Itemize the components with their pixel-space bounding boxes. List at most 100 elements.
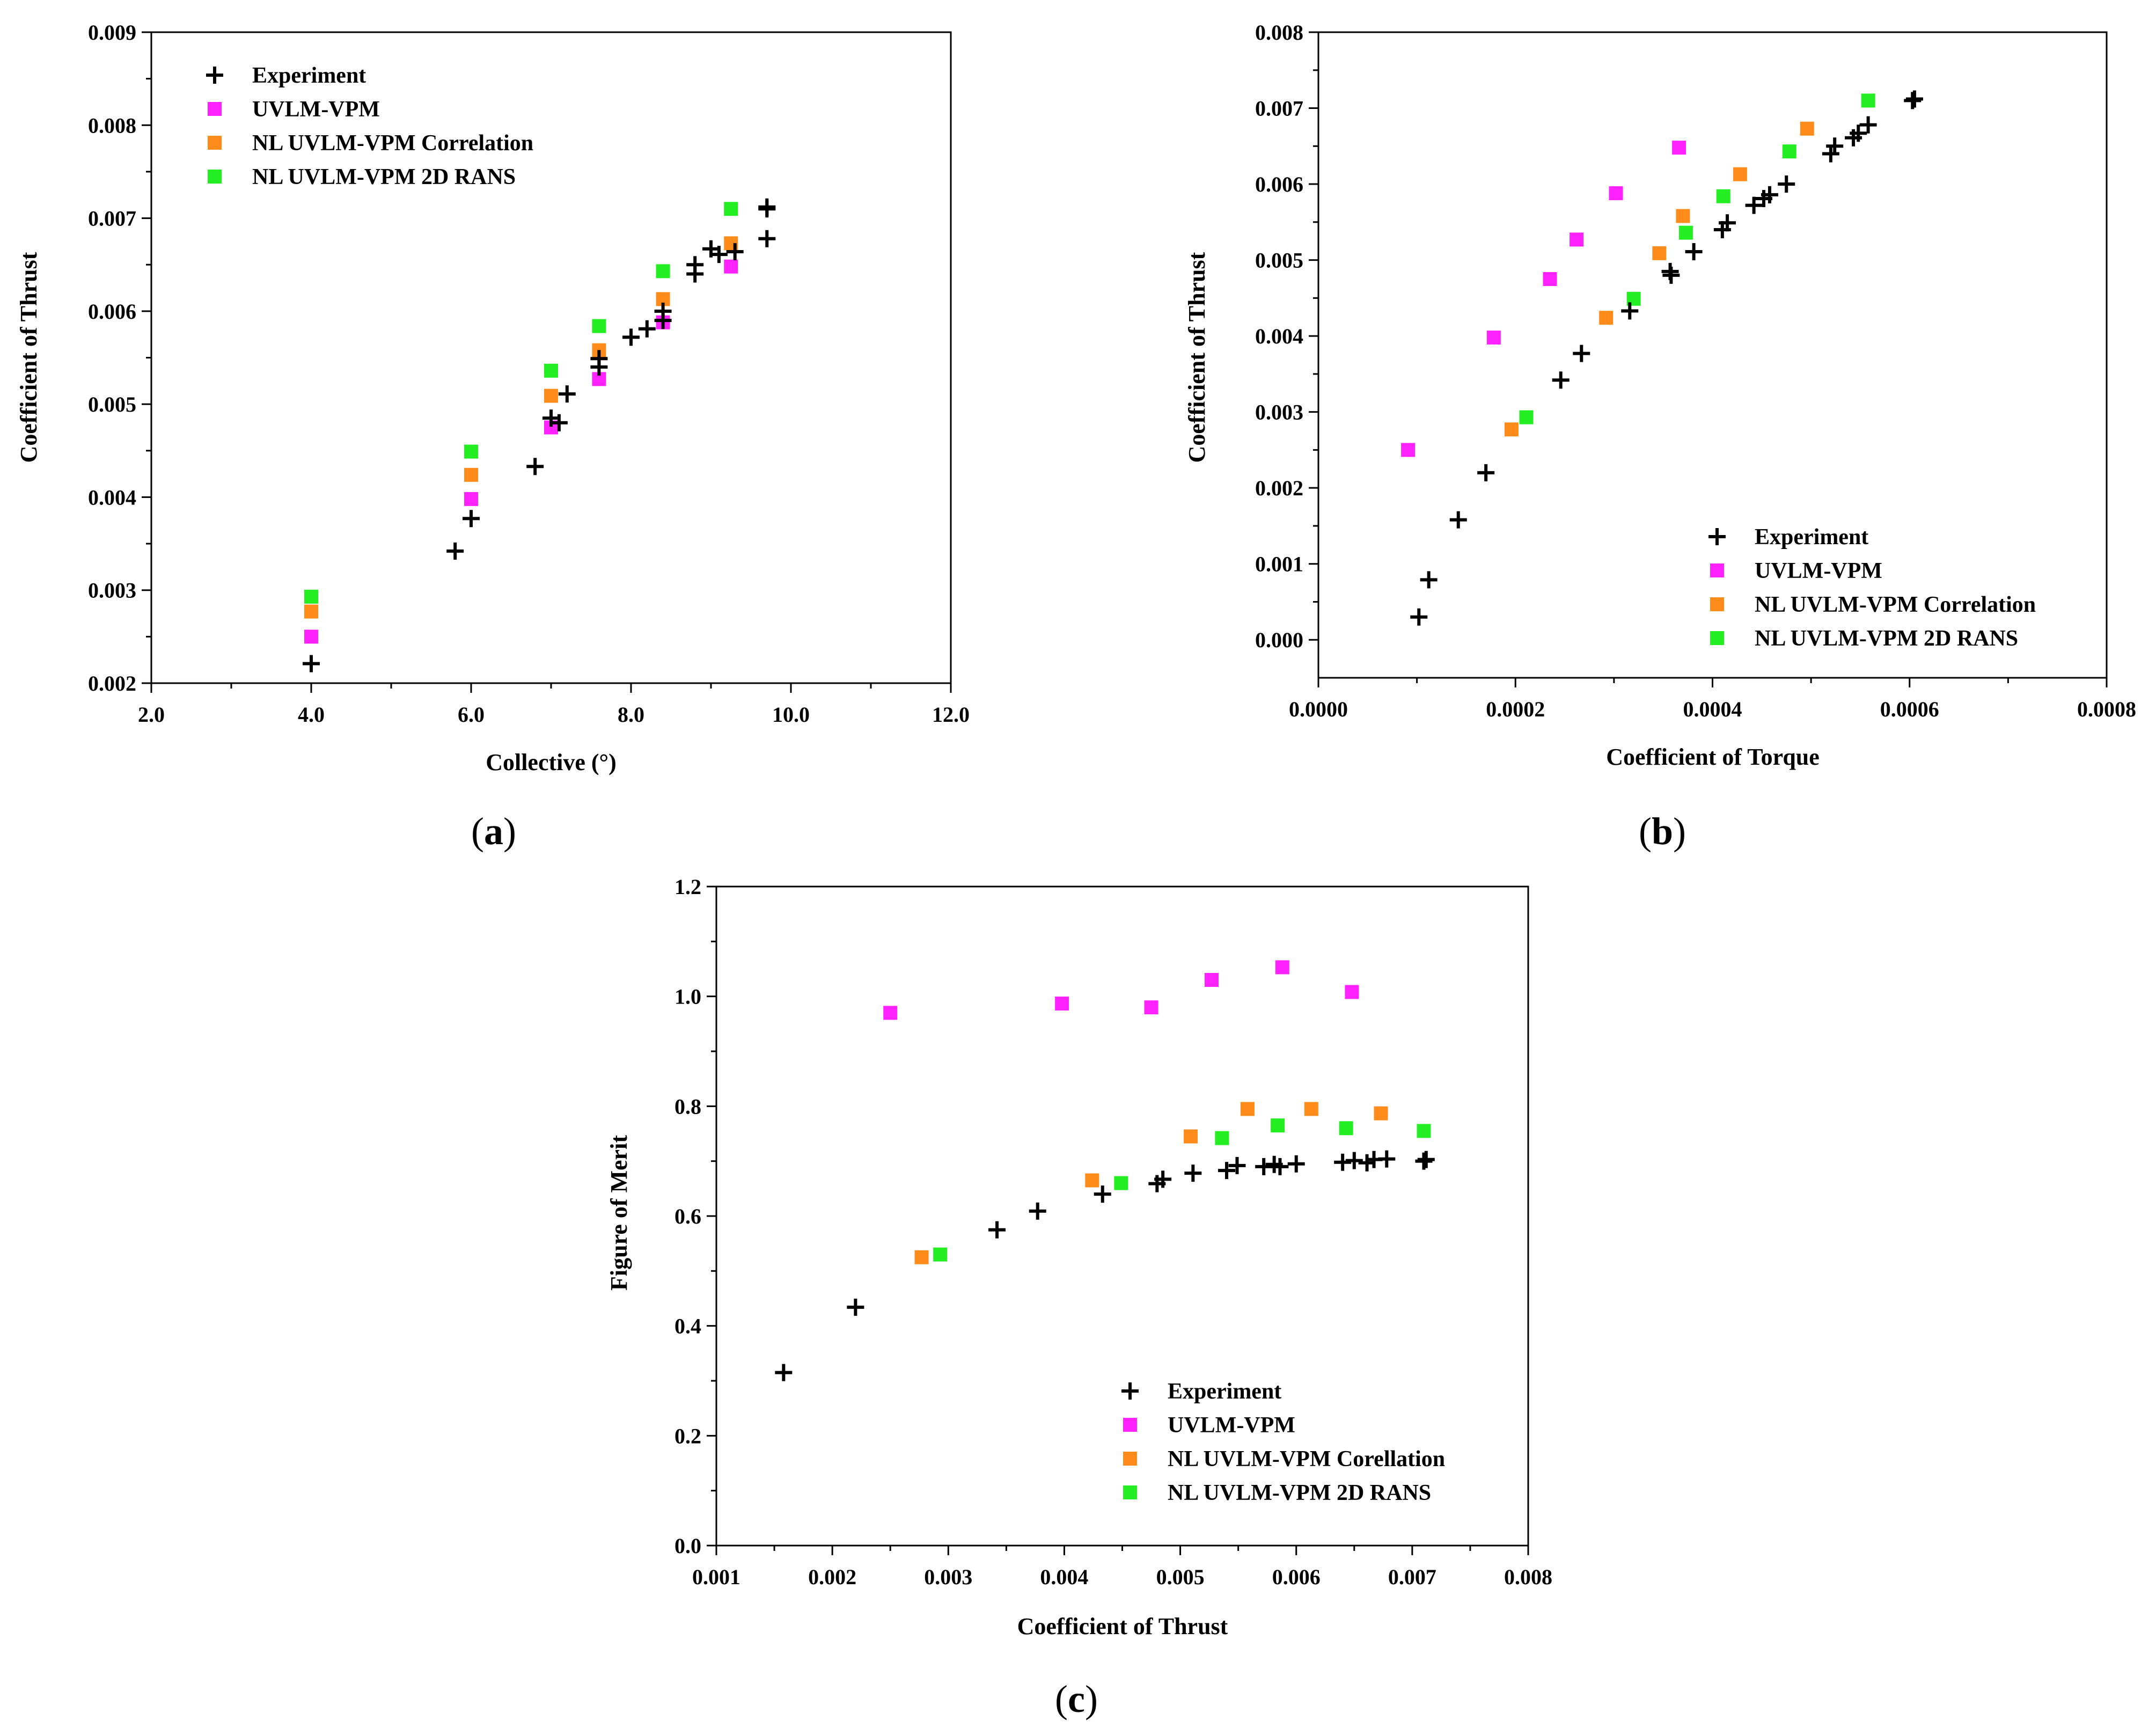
- legend-marker-correlation: [208, 136, 222, 150]
- legend-marker-rans: [208, 170, 222, 184]
- legend-marker-correlation: [1123, 1452, 1137, 1466]
- rans-point: [464, 444, 478, 459]
- experiment-point: [758, 198, 776, 216]
- x-tick-label: 0.004: [1040, 1565, 1088, 1589]
- uvlm-point: [1055, 996, 1069, 1011]
- experiment-point: [1905, 90, 1923, 108]
- uvlm-point: [1144, 1000, 1158, 1015]
- rans-point: [1716, 189, 1730, 203]
- rans-point: [1215, 1131, 1229, 1145]
- panel-caption-c: (c): [1055, 1678, 1098, 1721]
- experiment-point: [1410, 608, 1428, 626]
- y-tick-label: 0.008: [1255, 20, 1303, 45]
- legend-marker-uvlm: [1123, 1418, 1137, 1432]
- uvlm-point: [304, 629, 318, 644]
- uvlm-point: [883, 1006, 898, 1020]
- y-tick-label: 0.004: [88, 485, 136, 509]
- y-tick-label: 0.005: [88, 392, 136, 416]
- correlation-point: [1240, 1102, 1255, 1116]
- correlation-point: [1800, 121, 1814, 136]
- rans-point: [304, 589, 318, 604]
- y-tick-label: 0.2: [674, 1424, 701, 1448]
- x-axis-label-a: Collective (°): [486, 749, 617, 775]
- experiment-point: [1094, 1185, 1111, 1203]
- experiment-point: [1822, 145, 1839, 163]
- data-marks-c: [775, 960, 1435, 1381]
- rans-point: [544, 363, 558, 378]
- x-tick-label: 2.0: [138, 702, 165, 727]
- rans-point: [1417, 1124, 1431, 1138]
- x-tick-label: 6.0: [458, 702, 485, 727]
- rans-point: [592, 319, 606, 333]
- uvlm-point: [464, 492, 478, 506]
- y-tick-label: 0.007: [1255, 97, 1303, 121]
- y-tick-label: 0.007: [88, 207, 136, 231]
- legend-label: NL UVLM-VPM Correlation: [252, 131, 533, 156]
- x-tick-label: 0.001: [692, 1565, 740, 1589]
- legend-marker-rans: [1710, 631, 1724, 645]
- y-tick-label: 0.005: [1255, 248, 1303, 273]
- y-tick-label: 1.2: [674, 875, 701, 899]
- legend-label: UVLM-VPM: [1755, 559, 1882, 583]
- experiment-point: [1685, 243, 1703, 261]
- experiment-point: [1228, 1156, 1246, 1174]
- y-tick-label: 0.009: [88, 20, 136, 45]
- legend-marker-experiment: [1708, 528, 1726, 545]
- experiment-point: [758, 230, 776, 247]
- experiment-point: [590, 350, 608, 368]
- experiment-point: [1662, 266, 1680, 284]
- experiment-point: [1029, 1202, 1046, 1220]
- rans-point: [1114, 1176, 1128, 1190]
- legend-label: NL UVLM-VPM Corellation: [1168, 1447, 1445, 1472]
- experiment-point: [526, 458, 544, 475]
- correlation-point: [1504, 422, 1519, 437]
- data-marks-a: [303, 198, 776, 672]
- panel-caption-a: (a): [471, 810, 516, 853]
- x-axis-label-b: Coefficient of Torque: [1606, 744, 1820, 770]
- chart-panel-c: 0.001 0.002 0.003 0.004 0.005 0.006 0.007 0.008…: [606, 875, 1552, 1721]
- y-tick-label: 0.0: [674, 1534, 701, 1558]
- chart-panel-a: 2.0 4.0 6.0 8.0 10.0 12.0 0.002 0.003 0.004 0.005…: [16, 20, 970, 853]
- axis-ticks-c: 0.001 0.002 0.003 0.004 0.005 0.006 0.007 0.008…: [674, 875, 1552, 1589]
- legend-marker-uvlm: [1710, 563, 1724, 577]
- experiment-point: [1778, 175, 1795, 193]
- correlation-point: [544, 389, 558, 403]
- experiment-point: [1552, 371, 1570, 389]
- uvlm-point: [1570, 232, 1584, 247]
- x-tick-label: 0.006: [1272, 1565, 1321, 1589]
- experiment-point: [988, 1221, 1006, 1239]
- experiment-point: [1287, 1155, 1305, 1173]
- experiment-point: [1334, 1153, 1352, 1171]
- y-tick-label: 0.003: [88, 579, 136, 603]
- rans-point: [1678, 225, 1693, 240]
- correlation-point: [1599, 311, 1614, 325]
- uvlm-point: [724, 259, 738, 274]
- x-tick-label: 0.0000: [1289, 697, 1348, 721]
- rans-point: [1339, 1121, 1353, 1136]
- x-tick-label: 12.0: [932, 702, 970, 727]
- rans-point: [933, 1247, 948, 1262]
- legend-c: Experiment UVLM-VPM NL UVLM-VPM Corellatio…: [1121, 1379, 1445, 1505]
- experiment-point: [638, 320, 656, 338]
- legend-label: UVLM-VPM: [1168, 1413, 1295, 1438]
- y-axis-label-a: Coefficient of Thrust: [16, 252, 42, 463]
- legend-label: Experiment: [1168, 1379, 1281, 1404]
- correlation-point: [1676, 209, 1690, 223]
- legend-label: Experiment: [252, 63, 366, 88]
- y-tick-label: 0.004: [1255, 324, 1303, 348]
- x-tick-label: 0.007: [1388, 1565, 1436, 1589]
- x-tick-label: 0.0002: [1486, 697, 1545, 721]
- experiment-point: [1477, 464, 1495, 481]
- legend-label: NL UVLM-VPM 2D RANS: [1755, 626, 2018, 651]
- experiment-point: [1745, 196, 1763, 214]
- axis-ticks-b: 0.0000 0.0002 0.0004 0.0006 0.0008 0.000 0.001…: [1255, 20, 2136, 721]
- correlation-point: [304, 604, 318, 619]
- y-tick-label: 1.0: [674, 985, 701, 1009]
- legend-marker-uvlm: [208, 102, 222, 116]
- x-tick-label: 0.002: [808, 1565, 856, 1589]
- x-tick-label: 0.0004: [1683, 697, 1742, 721]
- caption-letter-b: b: [1652, 810, 1673, 853]
- y-tick-label: 0.8: [674, 1094, 701, 1118]
- correlation-point: [1184, 1129, 1198, 1144]
- experiment-point: [775, 1364, 793, 1381]
